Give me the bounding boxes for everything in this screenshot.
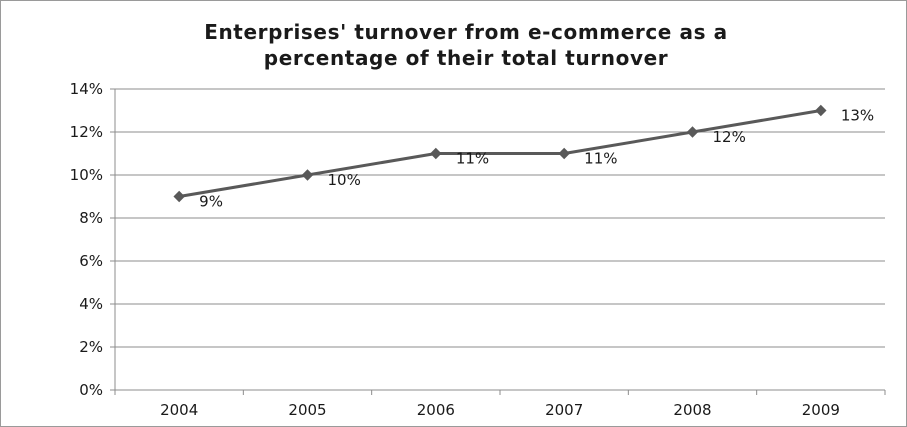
x-tick-label: 2008 <box>673 401 711 419</box>
data-point-marker <box>301 169 314 181</box>
axes <box>110 88 886 395</box>
series-line <box>178 109 822 198</box>
series-line <box>178 109 822 198</box>
x-tick-label: 2006 <box>417 401 455 419</box>
data-label: 9% <box>199 193 223 211</box>
data-point-marker <box>815 104 827 117</box>
y-tick-label: 2% <box>79 338 103 356</box>
y-tick-label: 10% <box>70 166 103 184</box>
y-tick-label: 0% <box>79 381 103 399</box>
data-label: 11% <box>584 150 617 168</box>
data-labels: 9% 10% 11% 11% 12% 13% <box>199 107 874 211</box>
y-tick-label: 8% <box>79 209 103 227</box>
data-point-marker <box>686 126 699 138</box>
chart-title-line-2: percentage of their total turnover <box>264 46 668 70</box>
chart-title-line-1: Enterprises' turnover from e-commerce as… <box>204 20 728 44</box>
y-tick-label: 4% <box>79 295 103 313</box>
data-point-marker <box>558 147 570 160</box>
y-tick-label: 6% <box>79 252 103 270</box>
x-tick-labels: 2004 2005 2006 2007 2008 2009 <box>160 401 840 419</box>
x-tick-label: 2004 <box>160 401 198 419</box>
x-tick-label: 2009 <box>802 401 840 419</box>
y-tick-labels: 0% 2% 4% 6% 8% 10% 12% 14% <box>70 80 103 399</box>
data-label: 13% <box>841 107 874 125</box>
y-tick-label: 12% <box>70 123 103 141</box>
data-point-marker <box>430 147 442 160</box>
x-tick-label: 2005 <box>288 401 326 419</box>
gridlines <box>115 88 885 348</box>
data-point-marker <box>173 190 185 203</box>
data-label: 10% <box>328 171 361 189</box>
data-label: 11% <box>456 150 489 168</box>
series-markers <box>173 104 827 203</box>
y-tick-label: 14% <box>70 80 103 98</box>
x-tick-label: 2007 <box>545 401 583 419</box>
data-label: 12% <box>713 128 746 146</box>
